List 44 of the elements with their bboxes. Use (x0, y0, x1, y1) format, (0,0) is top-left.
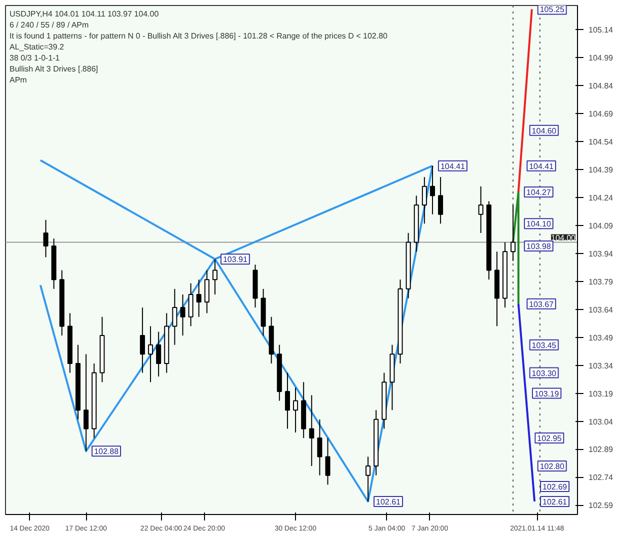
y-tick-label: 104.99 (588, 54, 614, 63)
annotation: 102.69 (542, 482, 568, 492)
y-tick-label: 105.14 (588, 26, 614, 35)
annotation: 103.91 (222, 255, 248, 264)
annotation: 103.19 (534, 389, 560, 398)
annotation: 103.98 (526, 242, 552, 252)
annotation: 104.27 (526, 188, 552, 197)
y-tick-label: 103.64 (588, 305, 614, 314)
y-tick-label: 103.79 (588, 277, 614, 286)
annotation: AL_Static=39.2 (10, 42, 65, 52)
y-tick-label: 104.84 (588, 82, 614, 91)
annotation: 103.67 (529, 300, 554, 309)
y-tick-label: 103.34 (588, 361, 614, 370)
annotation: 102.88 (94, 447, 120, 456)
y-tick-label: 104.09 (588, 222, 614, 231)
annotation: 102.95 (537, 434, 562, 444)
y-tick-label: 103.04 (588, 417, 614, 426)
annotation: 102.61 (542, 497, 568, 506)
annotation: 102.61 (376, 497, 402, 506)
annotation: 102.80 (540, 462, 565, 472)
y-tick-label: 103.19 (588, 389, 614, 398)
annotation: APm (10, 76, 28, 84)
y-tick-label: 104.69 (588, 110, 614, 119)
ref-line-label: 104.00 (551, 233, 576, 242)
y-tick-label: 103.94 (588, 249, 614, 258)
annotation: It is found 1 patterns - for pattern N 0 - Bullish Alt 3 Drives [.886] - 101.28 < Range of the prices D < 102.80 (10, 32, 388, 40)
annotation: 103.45 (532, 340, 557, 350)
annotation: 105.25 (540, 5, 565, 14)
annotation: 104.10 (526, 220, 552, 229)
annotation: 104.60 (532, 126, 557, 136)
annotation: USDJPY,H4 104.01 104.11 103.97 104.00 (10, 10, 160, 18)
y-tick-label: 102.89 (588, 445, 614, 454)
y-tick-label: 104.39 (588, 166, 614, 175)
annotation: 104.41 (529, 162, 554, 171)
y-tick-label: 103.49 (588, 333, 614, 342)
y-tick-label: 104.24 (588, 194, 614, 203)
y-tick-label: 102.74 (588, 473, 614, 482)
annotation: 38 0/3 1-0-1-1 (10, 54, 60, 62)
annotation: 6 / 240 / 55 / 89 / APm (10, 20, 89, 30)
annotation: 103.30 (532, 368, 557, 378)
y-tick-label: 104.54 (588, 138, 614, 147)
y-tick-label: 102.59 (588, 501, 614, 510)
annotation: Bullish Alt 3 Drives [.886] (10, 64, 98, 74)
annotation: 104.41 (440, 162, 466, 171)
